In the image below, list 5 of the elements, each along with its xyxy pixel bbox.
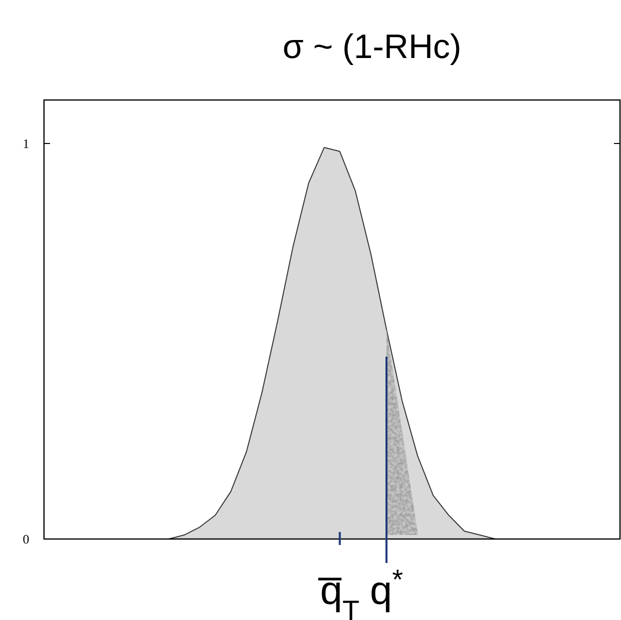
chart-title: σ ~ (1-RHc) bbox=[282, 28, 462, 66]
y-tick-label: 1 bbox=[22, 136, 30, 152]
x-tick-label: q$^{*}$ bbox=[370, 564, 404, 613]
x-tick-label: q̅$_{T}$ bbox=[318, 569, 360, 620]
y-tick-label: 0 bbox=[22, 532, 30, 547]
